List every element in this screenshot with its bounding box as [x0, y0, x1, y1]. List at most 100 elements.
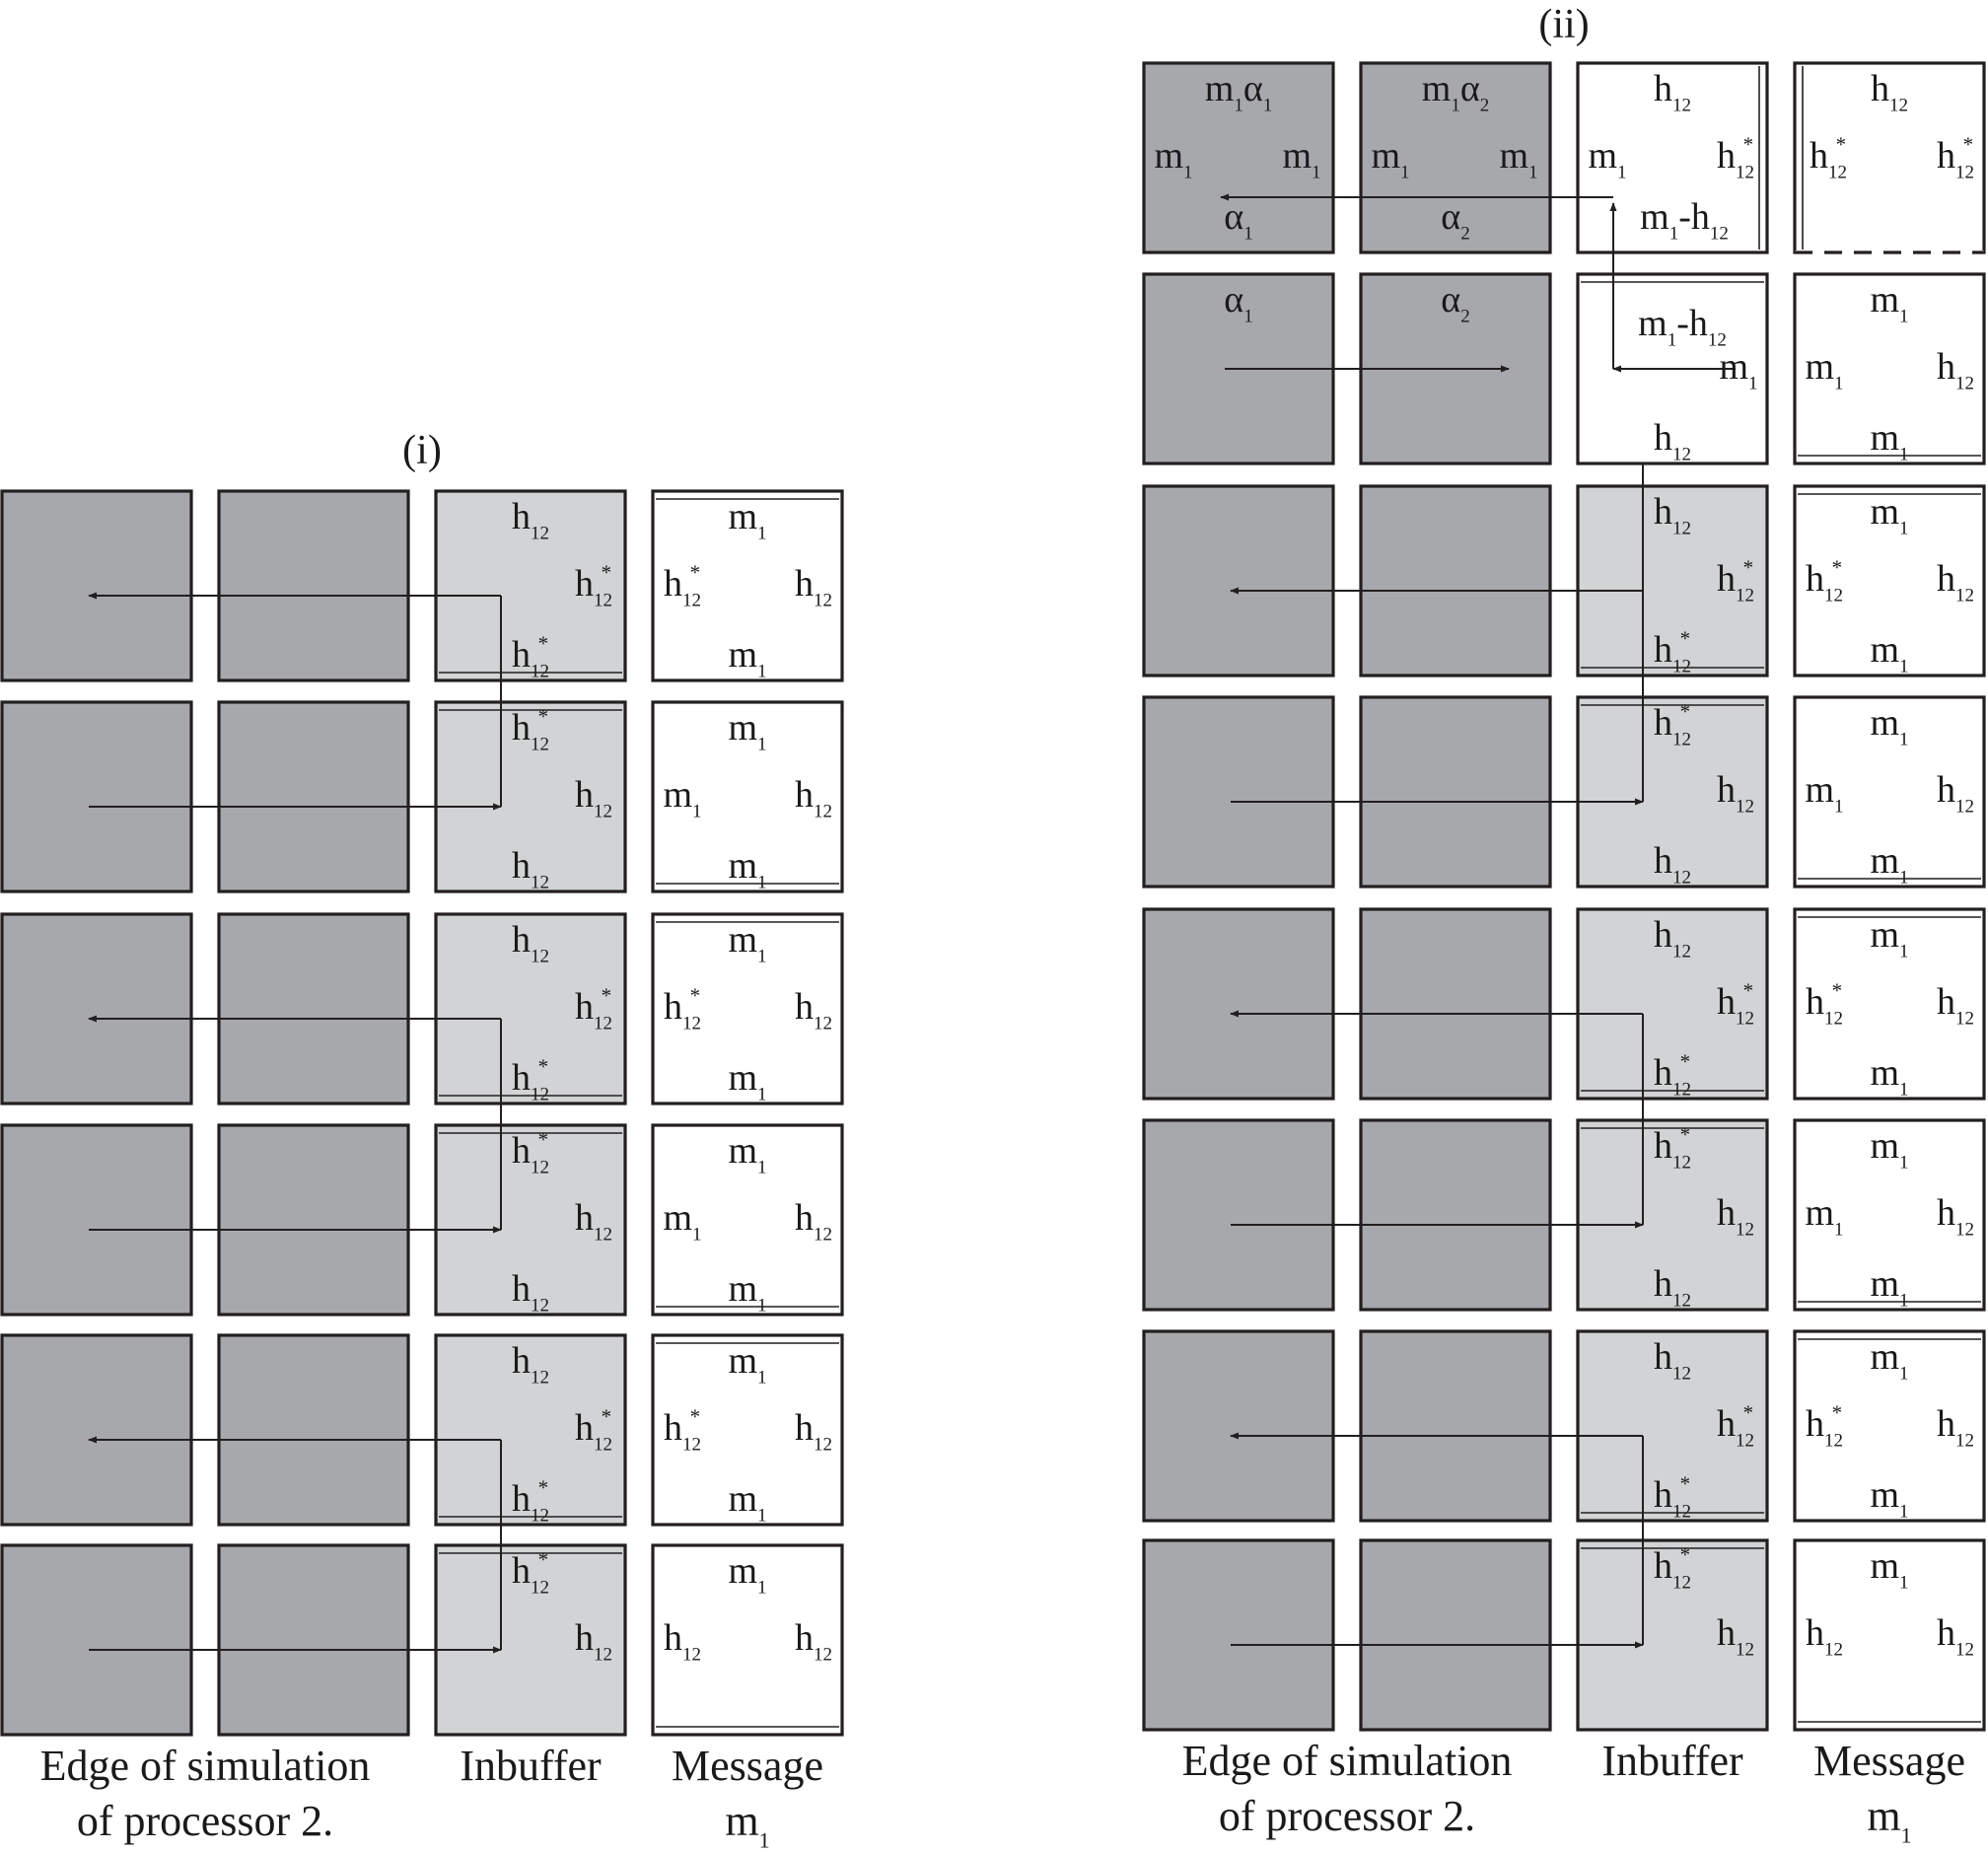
panel_ii-row-2-edge-cell-b	[1361, 697, 1550, 887]
panel_ii-row-2-message-left-label-subscript: 1	[1834, 797, 1844, 818]
panel_ii-row-4-message-bottom-label-base: m	[1870, 1263, 1899, 1305]
panel_ii-row-4-inbuffer-right-label-subscript: 12	[1736, 1220, 1754, 1241]
panel_ii-top-row-2-cell-a-top-base: α	[1224, 279, 1243, 321]
panel_ii-row-4-message-right-label-subscript: 12	[1955, 1220, 1974, 1241]
panel_i-row-1-message-left-label-base: h	[664, 563, 682, 605]
panel_i-row-2-message-top-label-base: m	[728, 707, 757, 748]
panel_ii-row-6-edge-cell-b	[1361, 1540, 1550, 1730]
panel_i-row-3-message-left-label-subscript: 12	[682, 1014, 701, 1034]
panel_i-row-1-edge-cell-b	[219, 491, 408, 680]
panel_i-caption-edge-2: of processor 2.	[77, 1797, 333, 1845]
panel_i-row-3-message-left-label-base: h	[664, 986, 682, 1028]
panel_ii-top-row-1-inbuffer-bottom-part-1: 1	[1669, 224, 1679, 245]
panel_i-caption-message-2-base: m	[725, 1797, 758, 1845]
panel_ii-caption-message-1: Message	[1813, 1737, 1965, 1785]
panel_ii-caption-edge-2: of processor 2.	[1219, 1792, 1475, 1840]
panel_ii-row-2-inbuffer-bottom-label-base: h	[1654, 840, 1672, 882]
panel_ii-row-5-message-top-label-subscript: 1	[1899, 1364, 1909, 1385]
panel_ii-row-6-inbuffer-right-label-subscript: 12	[1736, 1640, 1754, 1661]
panel_i-row-4-message-bottom-label-subscript: 1	[757, 1296, 767, 1317]
panel_i-row-2-inbuffer-cell	[436, 702, 625, 891]
panel_ii-top-row-1-message-right-superscript: *	[1963, 132, 1973, 156]
panel_i-caption-message-2: m1	[725, 1797, 769, 1852]
panel_ii-top-row-1-inbuffer-bottom-part-3: 12	[1710, 224, 1729, 245]
panel_ii-top-row-1-inbuffer-left-base: m	[1588, 135, 1617, 177]
panel_ii-top-row-1-cell-a-right-subscript: 1	[1312, 163, 1321, 183]
panel_i-row-5-inbuffer-cell	[436, 1335, 625, 1525]
panel_i-row-4-inbuffer-right-label-base: h	[575, 1197, 594, 1239]
panel_ii-top-row-1-cell-a-top-base: m	[1205, 68, 1235, 109]
panel_ii-row-4-edge-cell-a	[1144, 1120, 1333, 1310]
panel_i-row-2-inbuffer-bottom-label-base: h	[512, 845, 531, 887]
panel_ii-row-2-message-right-label-base: h	[1937, 769, 1955, 811]
panel_i-row-6-inbuffer-right-label-base: h	[575, 1617, 594, 1659]
panel_ii-row-1-edge-cell-b	[1361, 486, 1550, 676]
panel_ii-row-2-inbuffer-bottom-label-subscript: 12	[1672, 868, 1691, 889]
panel_ii-row-1-inbuffer-right-label-base: h	[1717, 558, 1736, 600]
panel_i-row-4-inbuffer-cell	[436, 1125, 625, 1315]
panel_i-row-5-inbuffer-bottom-label-superscript: *	[538, 1475, 548, 1499]
panel_ii-row-5-edge-cell-a	[1144, 1331, 1333, 1521]
panel_ii-row-4-inbuffer-top-label-superscript: *	[1680, 1122, 1690, 1146]
panel_i-row-3-message-bottom-label-base: m	[728, 1057, 757, 1099]
panel_ii-row-3-inbuffer-bottom-label-base: h	[1654, 1052, 1672, 1094]
panel_ii-row-5-message-right-label-base: h	[1937, 1403, 1955, 1445]
panel_ii-top-row-2-message-right-base: h	[1937, 346, 1955, 388]
panel_ii-row-5-message-top-label-base: m	[1870, 1336, 1899, 1378]
panel_ii-row-2-message-top-label-subscript: 1	[1899, 730, 1909, 750]
panel_i-row-5-inbuffer-right-label-base: h	[575, 1407, 594, 1449]
panel_ii-top-row-2-message-right-subscript: 12	[1955, 374, 1974, 394]
panel_ii-row-3-message-right-label-base: h	[1937, 981, 1955, 1023]
panel_ii-row-5-message-right-label-subscript: 12	[1955, 1431, 1974, 1452]
panel_ii-row-3-message-left-label-superscript: *	[1832, 978, 1842, 1002]
panel_ii-top-row-1-message-right-base: h	[1937, 135, 1955, 177]
panel_i-row-6-message-right-label-base: h	[795, 1617, 814, 1659]
panel_ii-row-3-message-top-label-subscript: 1	[1899, 942, 1909, 962]
panel_i-row-5-message-top-label-base: m	[728, 1340, 757, 1382]
panel_ii-row-5-inbuffer-right-label-base: h	[1717, 1403, 1736, 1445]
panel_ii-row-4-message-top-label-subscript: 1	[1899, 1153, 1909, 1174]
panel_ii-row-1-message-right-label-subscript: 12	[1955, 586, 1974, 606]
panel_i-row-4-message-left-label-base: m	[663, 1197, 692, 1239]
panel_i-row-3-edge-cell-b	[219, 914, 408, 1104]
panel_ii-row-3-message-bottom-label-subscript: 1	[1899, 1080, 1909, 1101]
panel_ii-row-3-inbuffer-bottom-label-superscript: *	[1680, 1049, 1690, 1073]
panel_ii-top-row-1-cell-a-left-subscript: 1	[1183, 163, 1193, 183]
panel_ii-row-6-message-right-label-base: h	[1937, 1612, 1955, 1654]
panel_ii-row-4-inbuffer-cell	[1578, 1120, 1767, 1310]
panel_ii-top-row-1-cell-a-bottom-subscript: 1	[1243, 224, 1253, 245]
panel_ii-row-3-inbuffer-right-label-superscript: *	[1743, 978, 1753, 1002]
panel_ii-row-2-inbuffer-top-label-superscript: *	[1680, 699, 1690, 723]
panel_ii-top-row-1-message-top-base: h	[1871, 68, 1889, 109]
panel_i-row-1-message-top-label-subscript: 1	[757, 524, 767, 544]
panel_ii-top-row-2-message-top-base: m	[1870, 279, 1899, 321]
panel_ii-top-row-1-inbuffer-bottom-part-2: -h	[1678, 196, 1710, 238]
panel_ii-row-1-inbuffer-right-label-superscript: *	[1743, 555, 1753, 579]
panel_i-row-2-message-top-label-subscript: 1	[757, 735, 767, 755]
panel_ii-row-5-inbuffer-top-label-subscript: 12	[1672, 1364, 1691, 1385]
panel_i-row-3-inbuffer-bottom-label-base: h	[512, 1057, 531, 1099]
panel_ii-row-5-inbuffer-right-label-superscript: *	[1743, 1400, 1753, 1424]
panel_i-row-2-inbuffer-top-label-superscript: *	[538, 704, 548, 728]
panel_ii-row-1-message-left-label-superscript: *	[1832, 555, 1842, 579]
panel_ii-row-5-edge-cell-b	[1361, 1331, 1550, 1521]
panel_ii-row-2-message-top-label-base: m	[1870, 702, 1899, 744]
panel_ii-row-6-message-left-label-base: h	[1806, 1612, 1824, 1654]
panel_ii-row-1-message-top-label-subscript: 1	[1899, 519, 1909, 539]
panel_i-row-3-message-left-label-superscript: *	[690, 983, 700, 1007]
panel_i-caption-edge-1: Edge of simulation	[40, 1742, 371, 1790]
panel_i-row-2-edge-cell-b	[219, 702, 408, 891]
panel_i-label: (i)	[402, 428, 442, 473]
panel_ii-row-1-inbuffer-bottom-label-subscript: 12	[1672, 657, 1691, 677]
panel_i-row-5-inbuffer-right-label-superscript: *	[602, 1404, 611, 1428]
panel_ii-row-1-message-left-label-subscript: 12	[1824, 586, 1843, 606]
panel_ii-row-2-message-right-label-subscript: 12	[1955, 797, 1974, 818]
panel_ii-top-row-1-cell-a-top-base2: α	[1243, 68, 1263, 109]
panel_i-row-4-inbuffer-top-label-base: h	[512, 1130, 531, 1172]
panel_i-row-2-inbuffer-top-label-base: h	[512, 707, 531, 748]
panel_i-row-5-message-top-label-subscript: 1	[757, 1368, 767, 1389]
panel_i-row-3-message-right-label-base: h	[795, 986, 814, 1028]
panel_ii-top-row-2-cell-b-top-subscript: 2	[1460, 307, 1470, 327]
panel_i-row-2-edge-cell-a	[2, 702, 191, 891]
